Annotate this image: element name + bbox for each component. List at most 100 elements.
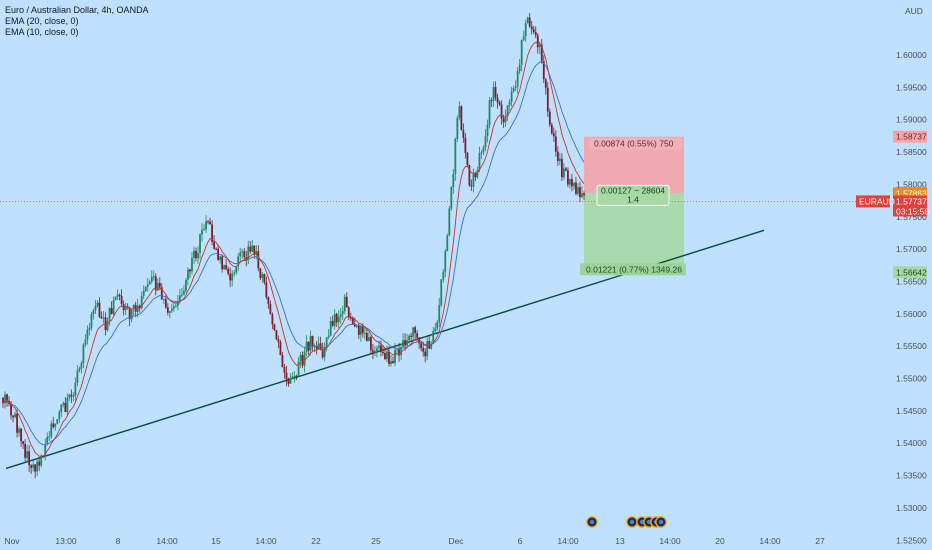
candle-body <box>38 461 41 466</box>
x-tick-label: 14:00 <box>156 536 178 546</box>
candle-body <box>577 187 579 194</box>
candle-body <box>195 250 197 259</box>
candle-body <box>203 229 205 231</box>
candle-body <box>30 465 33 468</box>
candle-body <box>560 158 563 178</box>
candle-body <box>225 265 228 269</box>
legend-title[interactable]: Euro / Australian Dollar, 4h, OANDA <box>5 5 149 15</box>
candle-body <box>168 311 171 313</box>
candle-body <box>140 295 143 309</box>
candle-body <box>275 330 278 340</box>
y-tick-label: 1.55000 <box>896 374 927 384</box>
y-tick-label: 1.57000 <box>896 244 927 254</box>
candle-body <box>271 314 274 325</box>
candle-body <box>542 61 545 80</box>
countdown-label: 03:15:58 <box>896 206 929 216</box>
candle-body <box>12 415 14 418</box>
x-tick-label: 6 <box>518 536 523 546</box>
candle-body <box>325 337 328 349</box>
candle-body <box>78 368 81 371</box>
candle-body <box>100 317 103 319</box>
x-tick-label: Nov <box>4 536 20 546</box>
candle-body <box>321 348 324 358</box>
candle-body <box>46 436 49 444</box>
candle-body <box>211 224 213 242</box>
candle-body <box>301 355 304 366</box>
candle-body <box>466 152 469 166</box>
candle-body <box>297 361 300 376</box>
target-price-tag-bg <box>893 266 927 279</box>
candle-body <box>512 88 515 92</box>
candle-body <box>329 320 332 336</box>
candle-body <box>253 245 256 255</box>
candle-body <box>384 353 386 359</box>
candle-body <box>492 87 495 101</box>
candle-body <box>303 352 306 366</box>
candle-body <box>20 428 22 442</box>
candle-body <box>166 307 169 313</box>
candle-body <box>355 325 358 327</box>
candle-body <box>396 349 398 351</box>
candle-body <box>530 26 533 30</box>
legend-ema10[interactable]: EMA (10, close, 0) <box>5 27 79 37</box>
candle-body <box>84 339 87 345</box>
event-marker-core <box>646 519 652 525</box>
candle-body <box>152 276 155 278</box>
candle-body <box>579 187 581 198</box>
candle-body <box>162 299 165 301</box>
candle-body <box>323 348 326 358</box>
candle-body <box>335 314 338 323</box>
candle-body <box>130 308 133 320</box>
candle-body <box>369 337 372 351</box>
candle-body <box>382 351 384 354</box>
candle-body <box>367 337 370 341</box>
y-tick-label: 1.53000 <box>896 503 927 513</box>
candle-body <box>406 340 408 346</box>
candle-body <box>450 187 453 209</box>
candle-body <box>70 394 73 397</box>
candle-body <box>528 17 531 27</box>
x-tick-label: 13 <box>615 536 625 546</box>
x-tick-label: 14:00 <box>659 536 681 546</box>
candle-body <box>82 344 85 364</box>
candle-body <box>58 411 61 420</box>
center-label-box <box>596 184 670 206</box>
candle-body <box>424 351 427 357</box>
candle-body <box>255 251 258 255</box>
legend-ema20[interactable]: EMA (20, close, 0) <box>5 16 79 26</box>
x-tick-label: 14:00 <box>759 536 781 546</box>
candle-body <box>363 333 366 335</box>
candle-body <box>468 165 471 186</box>
symbol-tag-bg <box>856 195 890 208</box>
candle-body <box>496 97 499 103</box>
candle-body <box>144 286 147 291</box>
candle-body <box>273 324 276 331</box>
candle-body <box>62 402 65 405</box>
candle-body <box>193 250 195 258</box>
candle-body <box>514 86 517 89</box>
x-tick-label: 27 <box>815 536 825 546</box>
candle-body <box>92 310 95 315</box>
candle-body <box>68 394 71 398</box>
candle-body <box>333 314 336 326</box>
candle-body <box>138 305 141 309</box>
candle-body <box>80 363 83 369</box>
candle-body <box>187 269 189 280</box>
y-tick-label: 1.58000 <box>896 179 927 189</box>
y-tick-label: 1.55500 <box>896 341 927 351</box>
candle-body <box>191 257 193 272</box>
candle-body <box>295 375 298 377</box>
candle-body <box>309 335 312 351</box>
candle-body <box>567 170 569 185</box>
candle-body <box>28 451 31 466</box>
candle-body <box>261 274 264 278</box>
x-tick-label: 14:00 <box>255 536 277 546</box>
candle-body <box>227 268 230 274</box>
candle-body <box>154 276 157 291</box>
candle-body <box>414 327 417 334</box>
candle-body <box>472 173 475 187</box>
candle-body <box>54 423 57 427</box>
y-tick-label: 1.59500 <box>896 82 927 92</box>
